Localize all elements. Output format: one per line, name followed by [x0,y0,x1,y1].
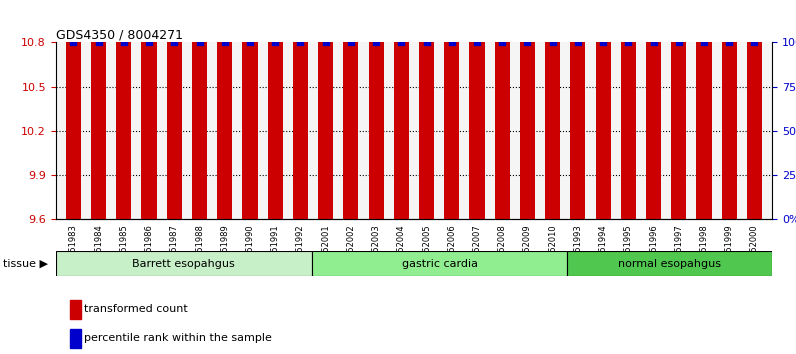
Point [218,40,231,45]
Point [748,40,761,45]
Bar [671,0,686,219]
Point [118,40,131,45]
Text: normal esopahgus: normal esopahgus [618,259,721,269]
FancyBboxPatch shape [311,251,568,276]
Bar [419,0,434,219]
Point [345,40,357,45]
Point [142,40,155,45]
Bar [116,0,131,219]
Point [168,40,181,45]
Bar [243,0,258,219]
Bar [494,0,509,219]
Bar [166,0,181,219]
Point [496,40,509,45]
Bar [217,0,232,219]
Text: tissue ▶: tissue ▶ [3,259,48,269]
Point [723,40,736,45]
Point [420,40,433,45]
Point [673,40,685,45]
Point [546,40,559,45]
Text: gastric cardia: gastric cardia [401,259,478,269]
Point [395,40,408,45]
Bar [570,0,585,219]
Point [369,40,382,45]
Text: transformed count: transformed count [84,304,188,314]
Point [269,40,282,45]
Bar [520,0,535,219]
Bar [444,0,459,219]
Point [92,40,105,45]
Bar [394,0,409,219]
Bar [747,0,762,219]
Bar [646,0,661,219]
Bar [369,0,384,219]
Bar [696,0,712,219]
Text: percentile rank within the sample: percentile rank within the sample [84,333,272,343]
Bar [722,0,737,219]
Bar [545,0,560,219]
Point [622,40,634,45]
Bar [293,0,308,219]
Text: Barrett esopahgus: Barrett esopahgus [132,259,235,269]
Bar [595,0,611,219]
Point [446,40,458,45]
Point [193,40,206,45]
Point [647,40,660,45]
Bar [621,0,636,219]
FancyBboxPatch shape [56,251,311,276]
Point [294,40,306,45]
Bar [142,0,157,219]
Bar [470,0,485,219]
Bar [267,0,283,219]
FancyBboxPatch shape [568,251,772,276]
Point [67,40,80,45]
Bar [70,300,81,319]
Point [572,40,584,45]
Bar [91,0,106,219]
Bar [70,329,81,348]
Point [244,40,256,45]
Point [597,40,610,45]
Bar [318,0,334,219]
Text: GDS4350 / 8004271: GDS4350 / 8004271 [56,28,183,41]
Point [697,40,710,45]
Bar [192,0,207,219]
Point [319,40,332,45]
Point [470,40,483,45]
Point [521,40,534,45]
Bar [343,0,358,219]
Bar [66,0,81,219]
